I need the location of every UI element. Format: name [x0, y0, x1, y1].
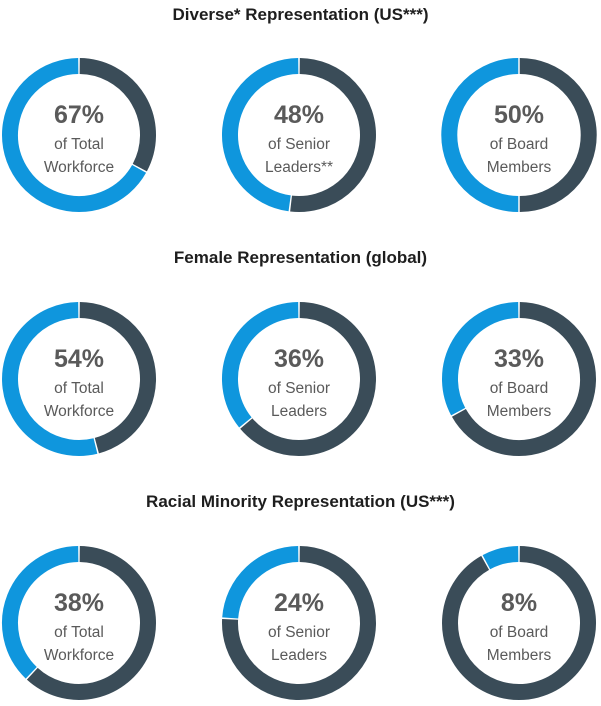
diverse-senior-leaders-percent-label: 48%: [274, 101, 324, 129]
female-total-workforce-percent-label: 54%: [54, 345, 104, 373]
racial-minority-total-workforce-remainder-arc: [26, 546, 156, 700]
female-board-members-caption-line2: Members: [487, 403, 552, 420]
diverse-total-workforce-caption-line2: Workforce: [44, 159, 114, 176]
racial-minority-board-members-remainder-arc: [442, 546, 596, 700]
diverse-board-members-value-arc: [441, 58, 519, 212]
racial-minority-senior-leaders-caption-line2: Leaders: [271, 647, 327, 664]
racial-minority-section-title: Racial Minority Representation (US***): [146, 492, 455, 511]
female-senior-leaders-caption-line1: of Senior: [268, 380, 330, 397]
racial-minority-senior-leaders-caption-line1: of Senior: [268, 624, 330, 641]
female-total-workforce-remainder-arc: [79, 302, 156, 454]
female-board-members-percent-label: 33%: [494, 345, 544, 373]
female-senior-leaders-donut: 36% of Senior Leaders: [222, 302, 376, 456]
female-board-members-value-arc: [442, 302, 519, 416]
diverse-board-members-donut: 50% of Board Members: [441, 58, 597, 212]
diverse-section-title: Diverse* Representation (US***): [172, 5, 429, 24]
racial-minority-total-workforce-caption-line1: of Total: [54, 624, 104, 641]
racial-minority-senior-leaders-remainder-arc: [222, 546, 376, 700]
diverse-total-workforce-remainder-arc: [79, 58, 156, 172]
diverse-total-workforce-caption-line1: of Total: [54, 136, 104, 153]
racial-minority-total-workforce-donut: 38% of Total Workforce: [2, 546, 156, 700]
racial-minority-board-members-donut: 8% of Board Members: [442, 546, 596, 700]
female-senior-leaders-caption-line2: Leaders: [271, 403, 327, 420]
female-senior-leaders-value-arc: [222, 302, 299, 428]
racial-minority-board-members-caption-line1: of Board: [490, 624, 549, 641]
female-total-workforce-caption-line2: Workforce: [44, 403, 114, 420]
female-senior-leaders-percent-label: 36%: [274, 345, 324, 373]
diverse-total-workforce-percent-label: 67%: [54, 101, 104, 129]
diverse-board-members-caption-line1: of Board: [490, 136, 549, 153]
female-total-workforce-caption-line1: of Total: [54, 380, 104, 397]
diverse-board-members-percent-label: 50%: [494, 101, 544, 129]
diverse-board-members-remainder-arc: [519, 58, 597, 212]
diverse-total-workforce-value-arc: [2, 58, 147, 212]
diverse-senior-leaders-value-arc: [222, 58, 299, 212]
racial-minority-total-workforce-value-arc: [2, 546, 79, 679]
female-total-workforce-value-arc: [2, 302, 98, 456]
diverse-senior-leaders-donut: 48% of Senior Leaders**: [222, 58, 376, 212]
female-total-workforce-donut: 54% of Total Workforce: [2, 302, 156, 456]
female-board-members-remainder-arc: [451, 302, 596, 456]
female-board-members-donut: 33% of Board Members: [442, 302, 596, 456]
racial-minority-senior-leaders-percent-label: 24%: [274, 589, 324, 617]
diverse-senior-leaders-caption-line1: of Senior: [268, 136, 330, 153]
female-senior-leaders-remainder-arc: [240, 302, 376, 456]
female-section-title: Female Representation (global): [173, 248, 428, 267]
racial-minority-total-workforce-percent-label: 38%: [54, 589, 104, 617]
racial-minority-board-members-value-arc: [482, 546, 519, 570]
female-board-members-caption-line1: of Board: [490, 380, 549, 397]
racial-minority-total-workforce-caption-line2: Workforce: [44, 647, 114, 664]
diverse-total-workforce-donut: 67% of Total Workforce: [2, 58, 156, 212]
diverse-senior-leaders-remainder-arc: [290, 58, 376, 212]
racial-minority-board-members-percent-label: 8%: [501, 589, 537, 617]
racial-minority-senior-leaders-donut: 24% of Senior Leaders: [222, 546, 376, 700]
diverse-board-members-caption-line2: Members: [487, 159, 552, 176]
racial-minority-board-members-caption-line2: Members: [487, 647, 552, 664]
diverse-senior-leaders-caption-line2: Leaders**: [265, 159, 333, 176]
racial-minority-senior-leaders-value-arc: [222, 546, 299, 619]
